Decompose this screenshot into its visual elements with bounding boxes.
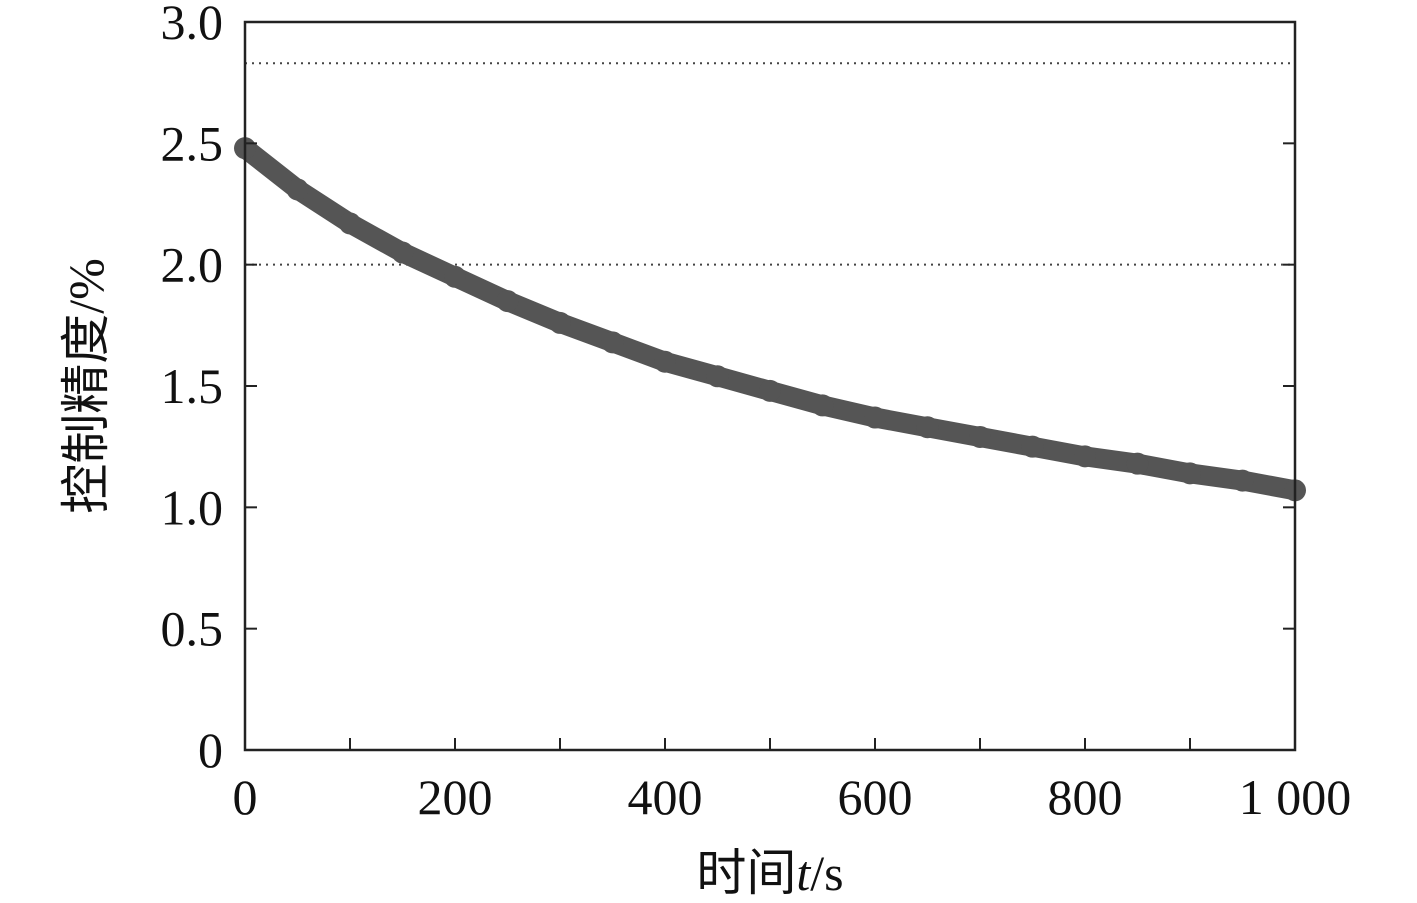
- series-point-0-16: [1074, 445, 1096, 468]
- y-tick-label-2: 1.0: [161, 479, 224, 535]
- series-point-0-14: [969, 425, 991, 448]
- series-point-0-19: [1231, 469, 1254, 492]
- x-tick-label-0: 0: [233, 769, 258, 825]
- series-point-0-5: [496, 290, 519, 313]
- x-axis-title-prefix: 时间: [696, 845, 796, 898]
- series-layer: [234, 137, 1306, 502]
- series-point-0-4: [444, 265, 466, 288]
- series-point-0-12: [864, 406, 886, 429]
- y-tick-label-6: 3.0: [161, 0, 224, 50]
- axis-ticks: [244, 21, 1296, 751]
- y-tick-label-3: 1.5: [161, 358, 224, 414]
- series-point-0-13: [916, 416, 939, 439]
- x-tick-label-1: 200: [418, 769, 493, 825]
- series-point-0-17: [1126, 452, 1149, 475]
- series-point-0-9: [706, 365, 729, 388]
- series-point-0-2: [339, 212, 361, 235]
- series-line-0: [235, 138, 1305, 501]
- y-axis-title: 控制精度/%: [58, 258, 114, 514]
- series-point-0-18: [1179, 462, 1201, 485]
- y-tick-labels: 0 0.5 1.0 1.5 2.0 2.5 3.0: [161, 0, 224, 778]
- y-tick-label-0: 0: [198, 722, 223, 778]
- x-axis-title: 时间t/s: [696, 845, 843, 898]
- x-axis-title-unit: /s: [810, 845, 843, 898]
- x-axis-title-variable: t: [796, 845, 811, 898]
- x-tick-labels: 0 200 400 600 800 1 000: [233, 769, 1352, 825]
- x-tick-label-4: 800: [1048, 769, 1123, 825]
- x-tick-label-3: 600: [838, 769, 913, 825]
- series-point-0-8: [654, 350, 676, 373]
- series-point-0-3: [391, 241, 414, 264]
- y-tick-label-1: 0.5: [161, 601, 224, 657]
- series-point-0-1: [286, 178, 309, 201]
- x-tick-label-2: 400: [628, 769, 703, 825]
- series-point-0-7: [601, 331, 624, 354]
- series-point-0-15: [1021, 435, 1044, 458]
- x-tick-label-5: 1 000: [1239, 769, 1352, 825]
- series-point-0-10: [759, 379, 781, 402]
- y-tick-label-4: 2.0: [161, 237, 224, 293]
- series-point-0-6: [549, 311, 571, 334]
- y-tick-label-5: 2.5: [161, 115, 224, 171]
- reference-lines: [245, 62, 1295, 266]
- series-point-0-11: [811, 394, 834, 417]
